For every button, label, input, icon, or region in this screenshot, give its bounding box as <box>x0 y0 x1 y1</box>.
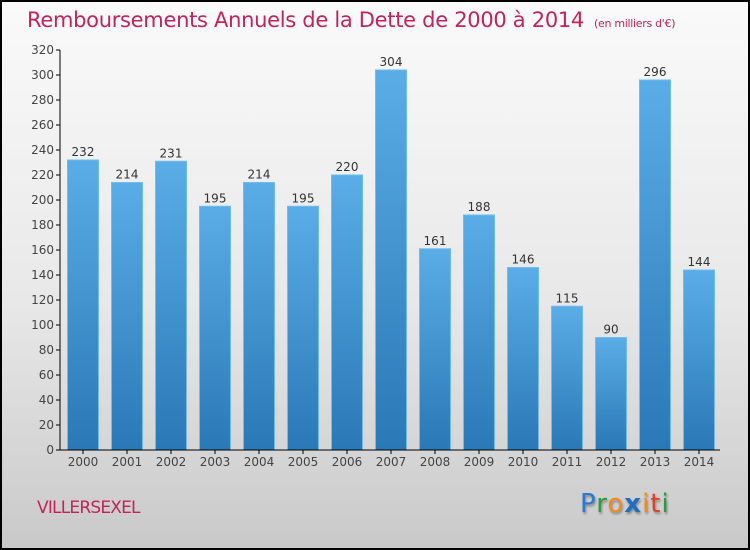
y-tick-label: 120 <box>31 293 54 307</box>
bar <box>199 205 231 451</box>
data-label: 161 <box>424 234 447 248</box>
data-label: 232 <box>72 145 95 159</box>
x-tick-label: 2000 <box>68 455 99 469</box>
proxiti-logo: Proxiti <box>580 489 670 519</box>
y-tick-label: 300 <box>31 68 54 82</box>
logo-letter: x <box>624 489 643 519</box>
bar <box>155 160 187 451</box>
y-tick-label: 100 <box>31 318 54 332</box>
logo-letter: i <box>642 489 651 519</box>
bar <box>595 337 627 451</box>
bar <box>463 214 495 451</box>
x-tick-label: 2007 <box>376 455 407 469</box>
bar <box>375 69 407 451</box>
data-label: 195 <box>204 191 227 205</box>
bar <box>551 305 583 451</box>
x-tick-label: 2012 <box>596 455 627 469</box>
data-label: 146 <box>512 253 535 267</box>
chart-title-text: Remboursements Annuels de la Dette de 20… <box>27 8 584 32</box>
bar <box>683 269 715 451</box>
bar <box>507 267 539 451</box>
data-label: 214 <box>248 168 271 182</box>
data-label: 115 <box>556 291 579 305</box>
bar <box>419 248 451 451</box>
bar <box>287 205 319 451</box>
commune-name: VILLERSEXEL <box>37 498 141 518</box>
bar <box>111 182 143 451</box>
data-label: 188 <box>468 200 491 214</box>
y-tick-label: 240 <box>31 143 54 157</box>
y-tick-label: 280 <box>31 93 54 107</box>
logo-letter: r <box>596 489 608 519</box>
x-tick-label: 2001 <box>112 455 143 469</box>
bars-group: 232 214 231 195 214 195 220 304 161 188 146 115 90 29… <box>67 55 715 451</box>
data-label: 214 <box>116 168 139 182</box>
data-label: 195 <box>292 191 315 205</box>
y-tick-label: 180 <box>31 218 54 232</box>
axes-group: 2000 2001 2002 2003 2004 2005 2006 2007 2008 2009… <box>31 43 720 469</box>
x-tick-label: 2013 <box>640 455 671 469</box>
bar <box>639 79 671 451</box>
x-tick-label: 2011 <box>552 455 583 469</box>
x-tick-label: 2014 <box>684 455 715 469</box>
y-tick-label: 60 <box>39 368 54 382</box>
x-tick-label: 2003 <box>200 455 231 469</box>
data-label: 90 <box>603 323 618 337</box>
data-label: 304 <box>380 55 403 69</box>
bar <box>331 174 363 451</box>
y-tick-label: 40 <box>39 393 54 407</box>
y-tick-label: 0 <box>46 443 54 457</box>
bar <box>243 182 275 451</box>
y-tick-label: 200 <box>31 193 54 207</box>
y-tick-label: 20 <box>39 418 54 432</box>
x-tick-label: 2008 <box>420 455 451 469</box>
y-tick-label: 80 <box>39 343 54 357</box>
x-tick-label: 2002 <box>156 455 187 469</box>
data-label: 220 <box>336 160 359 174</box>
data-label: 231 <box>160 146 183 160</box>
logo-letter: i <box>661 489 670 519</box>
data-label: 296 <box>644 65 667 79</box>
chart-title: Remboursements Annuels de la Dette de 20… <box>27 8 675 32</box>
x-tick-label: 2010 <box>508 455 539 469</box>
chart-subtitle: (en milliers d'€) <box>594 17 676 30</box>
y-tick-label: 260 <box>31 118 54 132</box>
y-tick-label: 140 <box>31 268 54 282</box>
y-tick-label: 160 <box>31 243 54 257</box>
bar <box>67 159 99 451</box>
data-label: 144 <box>688 255 711 269</box>
logo-letter: P <box>580 489 597 519</box>
x-tick-label: 2004 <box>244 455 275 469</box>
x-tick-label: 2009 <box>464 455 495 469</box>
x-tick-label: 2006 <box>332 455 363 469</box>
logo-letter: t <box>650 489 662 519</box>
logo-letter: o <box>607 489 625 519</box>
y-tick-label: 320 <box>31 43 54 57</box>
x-tick-label: 2005 <box>288 455 319 469</box>
y-tick-label: 220 <box>31 168 54 182</box>
